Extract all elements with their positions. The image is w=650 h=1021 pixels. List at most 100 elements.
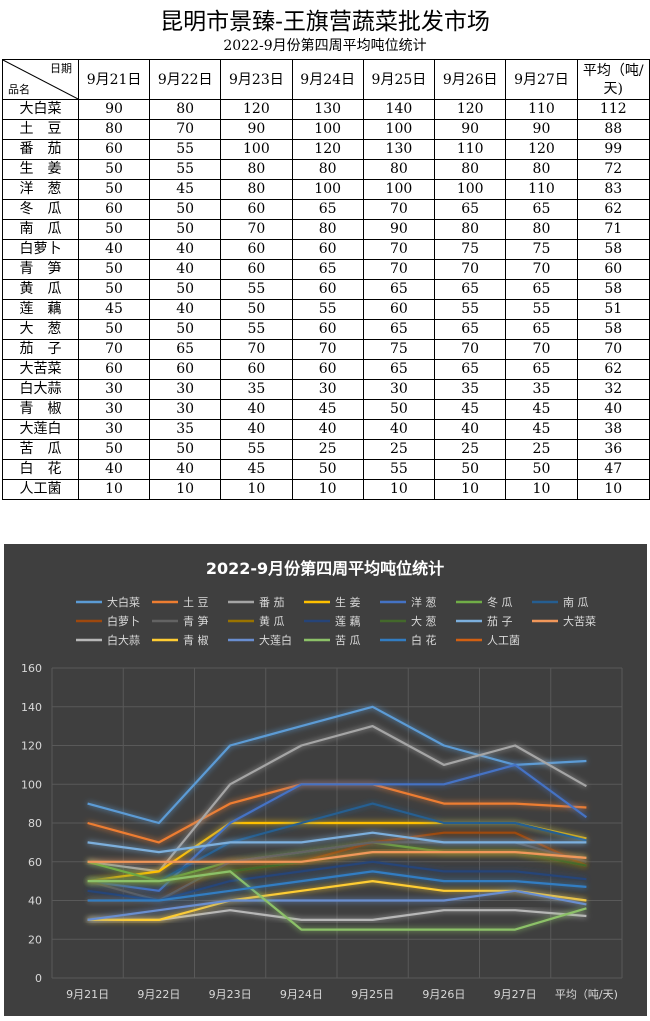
value-cell: 55	[291, 299, 364, 320]
value-cell: 100	[291, 179, 364, 200]
value-cell: 50	[77, 219, 151, 240]
value-cell: 60	[291, 319, 364, 340]
value-cell: 60	[291, 239, 364, 260]
value-cell: 110	[505, 179, 578, 200]
value-cell: 50	[505, 459, 578, 480]
series-line	[87, 860, 587, 902]
value-cell: 40	[77, 239, 151, 260]
x-tick-label: 9月22日	[137, 988, 180, 1001]
product-name-cell: 茄 子	[2, 339, 79, 360]
product-name-cell: 洋 葱	[2, 179, 79, 200]
column-header: 平均（吨/天)	[576, 59, 650, 100]
value-cell: 45	[434, 399, 507, 420]
value-cell: 60	[77, 139, 151, 160]
y-tick-label: 20	[28, 933, 42, 946]
value-cell: 65	[362, 319, 436, 340]
value-cell: 80	[77, 119, 151, 140]
table-row: 黄 瓜 50 50 55 60 65 65 65 58	[2, 279, 650, 300]
value-cell: 120	[291, 139, 364, 160]
table-row: 生 姜 50 55 80 80 80 80 80 72	[2, 159, 650, 180]
value-cell: 60	[220, 359, 293, 380]
value-cell: 25	[362, 439, 436, 460]
value-cell: 70	[220, 339, 293, 360]
column-header: 9月21日	[77, 59, 151, 100]
table-row: 南 瓜 50 50 70 80 90 80 80 71	[2, 219, 650, 240]
legend-label: 白萝卜	[107, 614, 140, 628]
series-line	[87, 909, 587, 921]
value-cell: 80	[291, 159, 364, 180]
value-cell: 30	[362, 379, 436, 400]
value-cell: 30	[149, 379, 222, 400]
legend-label: 生 姜	[335, 595, 361, 609]
product-name-cell: 白 花	[2, 459, 79, 480]
value-cell: 50	[77, 439, 151, 460]
value-cell: 55	[220, 279, 293, 300]
line-chart-panel: 2022-9月份第四周平均吨位统计 0 20 40 60 80 100 120 140 160 9…	[4, 544, 647, 1016]
value-cell: 55	[149, 139, 222, 160]
value-cell: 70	[434, 259, 507, 280]
value-cell: 65	[505, 199, 578, 220]
value-cell: 38	[576, 419, 650, 440]
value-cell: 40	[149, 299, 222, 320]
table-row: 白大蒜 30 30 35 30 30 35 35 32	[2, 379, 650, 400]
value-cell: 80	[434, 219, 507, 240]
value-cell: 10	[505, 479, 578, 500]
table-row: 青 笋 50 40 60 65 70 70 70 60	[2, 259, 650, 280]
value-cell: 10	[77, 479, 151, 500]
value-cell: 30	[291, 379, 364, 400]
value-cell: 80	[220, 159, 293, 180]
value-cell: 90	[220, 119, 293, 140]
value-cell: 40	[220, 419, 293, 440]
value-cell: 65	[291, 259, 364, 280]
value-cell: 65	[434, 279, 507, 300]
y-tick-label: 100	[21, 778, 42, 791]
value-cell: 10	[362, 479, 436, 500]
value-cell: 10	[576, 479, 650, 500]
value-cell: 65	[505, 319, 578, 340]
value-cell: 32	[576, 379, 650, 400]
column-header: 9月26日	[434, 59, 507, 100]
value-cell: 75	[362, 339, 436, 360]
value-cell: 70	[505, 339, 578, 360]
value-cell: 120	[434, 99, 507, 120]
value-cell: 40	[362, 419, 436, 440]
table-row: 大白菜 90 80 120 130 140 120 110 112	[2, 99, 650, 120]
value-cell: 130	[362, 139, 436, 160]
legend-label: 黄 瓜	[259, 614, 285, 628]
value-cell: 58	[576, 319, 650, 340]
value-cell: 65	[434, 319, 507, 340]
value-cell: 90	[77, 99, 151, 120]
legend-label: 大莲白	[259, 633, 292, 647]
product-name-cell: 南 瓜	[2, 219, 79, 240]
series-line	[87, 870, 587, 902]
value-cell: 45	[149, 179, 222, 200]
value-cell: 50	[291, 459, 364, 480]
value-cell: 40	[220, 399, 293, 420]
product-name-cell: 苦 瓜	[2, 439, 79, 460]
value-cell: 50	[77, 279, 151, 300]
legend-label: 大 葱	[411, 614, 437, 628]
value-cell: 50	[77, 319, 151, 340]
y-tick-label: 40	[28, 895, 42, 908]
value-cell: 45	[77, 299, 151, 320]
table-row: 白萝卜 40 40 60 60 70 75 75 58	[2, 239, 650, 260]
value-cell: 83	[576, 179, 650, 200]
x-tick-label: 9月24日	[280, 988, 323, 1001]
table-row: 冬 瓜 60 50 60 65 70 65 65 62	[2, 199, 650, 220]
value-cell: 75	[434, 239, 507, 260]
table-row: 苦 瓜 50 50 55 25 25 25 25 36	[2, 439, 650, 460]
table-row: 大苦菜 60 60 60 60 65 65 65 62	[2, 359, 650, 380]
value-cell: 112	[576, 99, 650, 120]
value-cell: 55	[505, 299, 578, 320]
x-tick-label: 9月26日	[422, 988, 465, 1001]
product-name-cell: 人工菌	[2, 479, 79, 500]
legend-label: 土 豆	[183, 596, 209, 609]
legend-label: 莲 藕	[335, 615, 361, 628]
chart-title: 2022-9月份第四周平均吨位统计	[206, 559, 444, 578]
value-cell: 40	[434, 419, 507, 440]
value-cell: 50	[77, 179, 151, 200]
product-name-cell: 生 姜	[2, 159, 79, 180]
legend-label: 青 笋	[183, 614, 209, 628]
series-line	[87, 851, 587, 863]
value-cell: 65	[434, 359, 507, 380]
